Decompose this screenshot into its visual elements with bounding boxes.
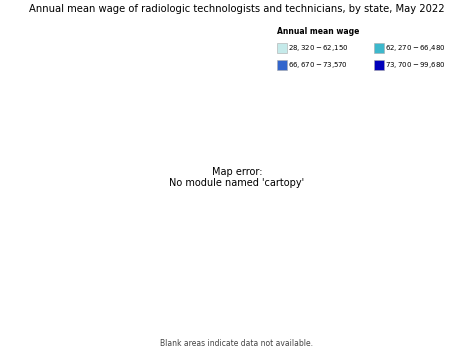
Text: $66,670 - $73,570: $66,670 - $73,570 [288, 60, 348, 70]
Text: $28,320 - $62,150: $28,320 - $62,150 [288, 43, 348, 53]
Text: Annual mean wage: Annual mean wage [277, 27, 360, 36]
Text: $62,270 - $66,480: $62,270 - $66,480 [385, 43, 446, 53]
Text: Blank areas indicate data not available.: Blank areas indicate data not available. [161, 339, 313, 348]
Text: $73,700 - $99,680: $73,700 - $99,680 [385, 60, 446, 70]
Text: Annual mean wage of radiologic technologists and technicians, by state, May 2022: Annual mean wage of radiologic technolog… [29, 4, 445, 13]
Text: Map error:
No module named 'cartopy': Map error: No module named 'cartopy' [169, 167, 305, 188]
